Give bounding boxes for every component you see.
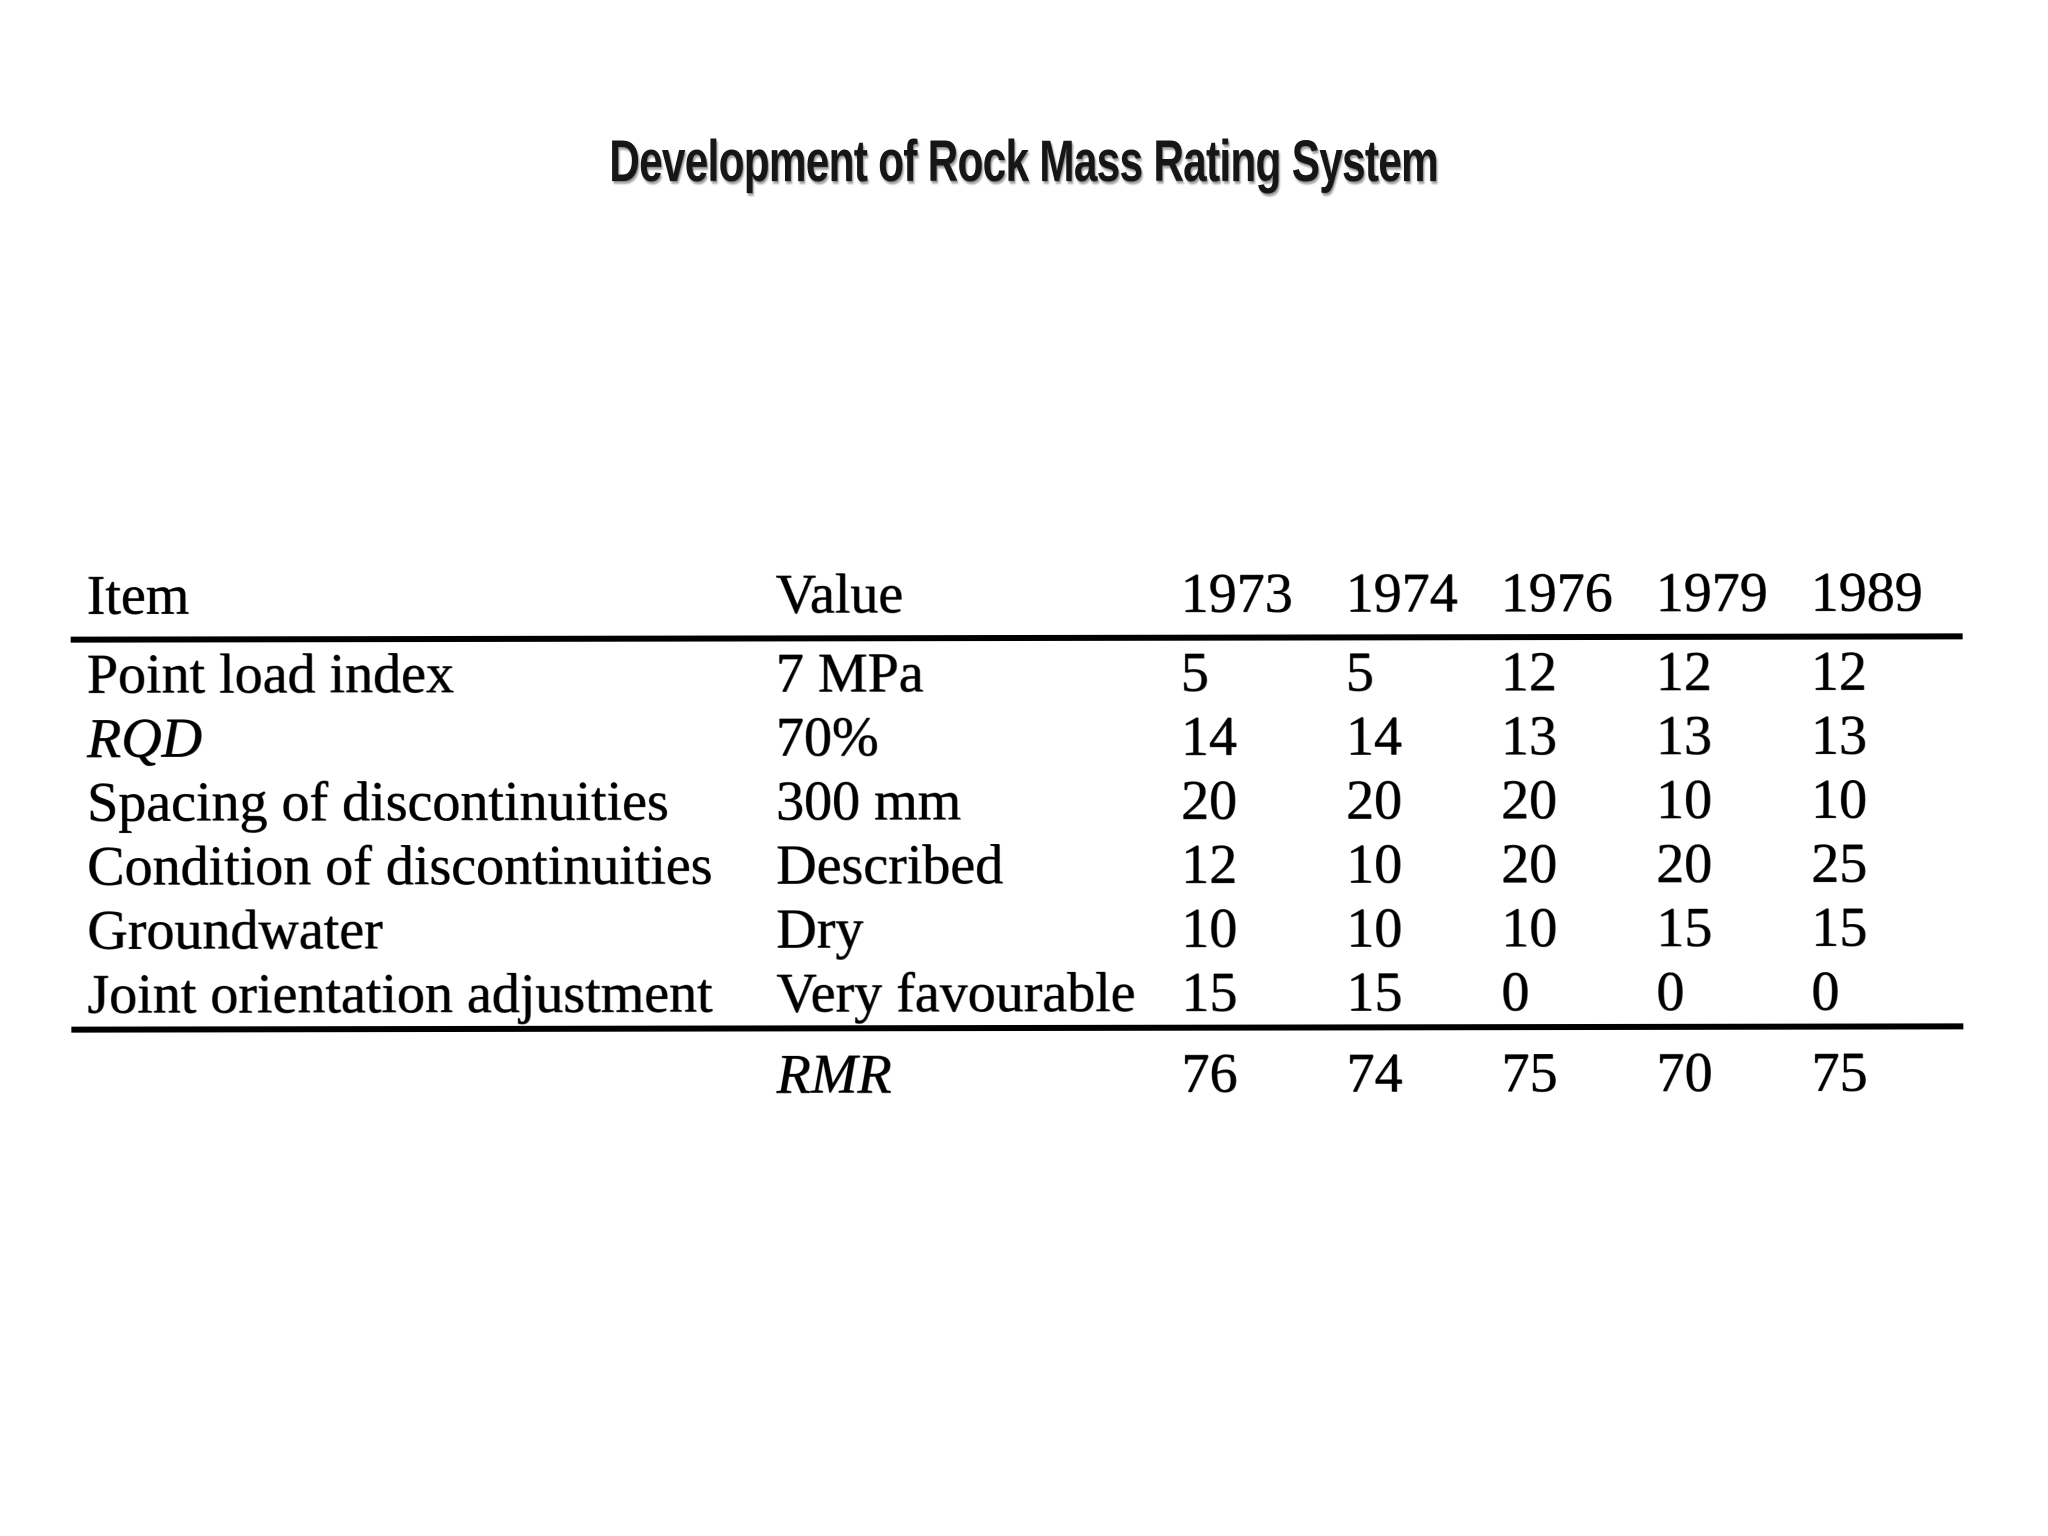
rating-cell: 13: [1810, 704, 1867, 767]
summary-item-cell: [71, 1028, 776, 1114]
rating-cell: 10: [1655, 768, 1712, 831]
rating-cell: 12: [1810, 640, 1867, 703]
rating-cell: 5: [1345, 641, 1374, 704]
value-cell: 70%: [775, 706, 879, 769]
column-header-item: Item: [70, 552, 776, 640]
column-header-1976: 1976: [1500, 550, 1656, 638]
rating-cell: 14: [1180, 705, 1237, 768]
item-cell: RQD: [86, 707, 202, 770]
scanned-table-region: Item Value 1973 1974 1976 1979 1989 Poin…: [70, 550, 1964, 1114]
summary-rating-cell: 70: [1656, 1041, 1713, 1104]
table-row: Condition of discontinuities Described 12 1…: [71, 831, 1963, 898]
rating-cell: 10: [1501, 897, 1558, 960]
rating-cell: 10: [1346, 897, 1403, 960]
rating-cell: 12: [1655, 640, 1712, 703]
rating-cell: 0: [1811, 959, 1964, 1027]
rating-cell: 25: [1811, 832, 1868, 895]
rating-cell: 14: [1345, 705, 1402, 768]
rating-cell: 13: [1500, 705, 1557, 768]
item-cell: Spacing of discontinuities: [86, 770, 669, 834]
rating-cell: 20: [1656, 832, 1713, 895]
rating-cell: 15: [1346, 960, 1502, 1028]
rating-cell: 20: [1501, 833, 1558, 896]
rating-cell: 12: [1181, 833, 1238, 896]
slide-title-text: Development of Rock Mass Rating System: [609, 129, 1439, 194]
table-row: Spacing of discontinuities 300 mm 20 20 20 10…: [71, 767, 1963, 834]
rating-cell: 15: [1181, 960, 1347, 1028]
item-cell: Point load index: [86, 642, 454, 706]
table-row: Groundwater Dry 10 10 10 15 15: [71, 895, 1963, 962]
table-row: RQD 70% 14 14 13 13 13: [71, 703, 1963, 770]
summary-rating-cell: 76: [1181, 1042, 1238, 1105]
item-cell: Condition of discontinuities: [87, 834, 713, 898]
value-cell: Dry: [776, 898, 864, 961]
summary-row: RMR 76 74 75 70 75: [71, 1026, 1963, 1114]
rating-cell: 20: [1500, 769, 1557, 832]
summary-label-cell: RMR: [776, 1043, 892, 1106]
item-cell: Joint orientation adjustment: [71, 961, 777, 1030]
column-header-1989: 1989: [1810, 550, 1963, 637]
summary-rating-cell: 74: [1346, 1042, 1403, 1105]
header-row: Item Value 1973 1974 1976 1979 1989: [70, 550, 1963, 640]
table-row: Joint orientation adjustment Very favoura…: [71, 959, 1964, 1030]
rating-cell: 10: [1181, 897, 1238, 960]
rating-cell: 0: [1656, 959, 1812, 1027]
rating-cell: 15: [1656, 896, 1713, 959]
column-header-1979: 1979: [1655, 550, 1811, 637]
item-cell: Groundwater: [87, 899, 383, 962]
rating-cell: 0: [1501, 959, 1657, 1028]
rating-cell: 13: [1655, 704, 1712, 767]
summary-rating-cell: 75: [1501, 1042, 1558, 1105]
value-cell: Very favourable: [776, 960, 1182, 1029]
rating-cell: 10: [1810, 768, 1867, 831]
rating-cell: 20: [1345, 769, 1402, 832]
rating-cell: 12: [1500, 641, 1557, 704]
column-header-1973: 1973: [1180, 551, 1346, 638]
value-cell: 300 mm: [775, 770, 962, 833]
rmr-table: Item Value 1973 1974 1976 1979 1989 Poin…: [70, 550, 1964, 1114]
column-header-value: Value: [775, 551, 1181, 639]
value-cell: 7 MPa: [775, 642, 924, 705]
rating-cell: 5: [1180, 641, 1209, 704]
rating-cell: 10: [1346, 833, 1403, 896]
value-cell: Described: [776, 834, 1004, 897]
column-header-1974: 1974: [1345, 551, 1501, 638]
rating-cell: 15: [1811, 896, 1868, 959]
rating-cell: 20: [1180, 769, 1237, 832]
summary-rating-cell: 75: [1811, 1041, 1868, 1104]
table-row: Point load index 7 MPa 5 5 12 12 12: [71, 636, 1963, 706]
table-body: Point load index 7 MPa 5 5 12 12 12 RQD 70% 14 14 1…: [71, 636, 1964, 1114]
slide-title: Development of Rock Mass Rating System: [0, 126, 2048, 198]
